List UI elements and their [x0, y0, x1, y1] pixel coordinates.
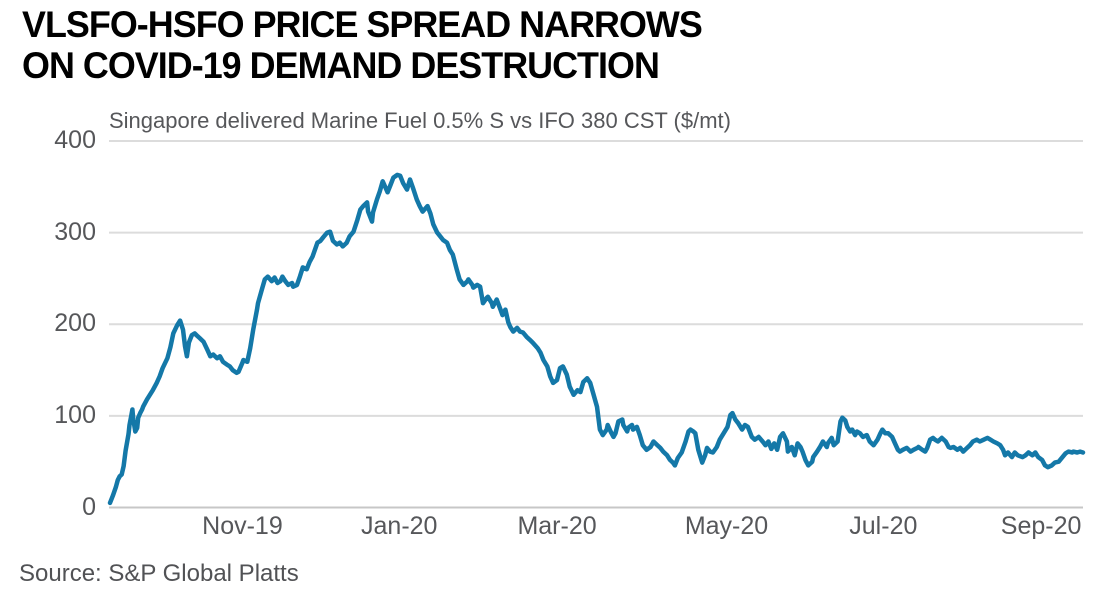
x-tick-label: Jan-20	[361, 512, 438, 540]
chart-subtitle: Singapore delivered Marine Fuel 0.5% S v…	[109, 108, 731, 133]
x-tick-label: Sep-20	[1000, 512, 1082, 540]
y-tick-label: 0	[82, 492, 96, 521]
y-tick-label: 200	[54, 309, 96, 338]
y-tick-label: 100	[54, 400, 96, 429]
page-title: VLSFO-HSFO PRICE SPREAD NARROWS ON COVID-…	[22, 4, 703, 86]
x-tick-label: Jul-20	[849, 512, 918, 540]
title-line-2: ON COVID-19 DEMAND DESTRUCTION	[22, 45, 660, 86]
spread-line	[107, 172, 1086, 506]
x-tick-label: Nov-19	[202, 512, 283, 540]
y-tick-label: 400	[54, 126, 96, 154]
title-line-1: VLSFO-HSFO PRICE SPREAD NARROWS	[22, 4, 703, 45]
x-tick-label: Mar-20	[517, 512, 597, 540]
source-note: Source: S&P Global Platts	[19, 560, 299, 587]
y-tick-label: 300	[54, 217, 96, 246]
x-tick-label: May-20	[684, 512, 769, 540]
